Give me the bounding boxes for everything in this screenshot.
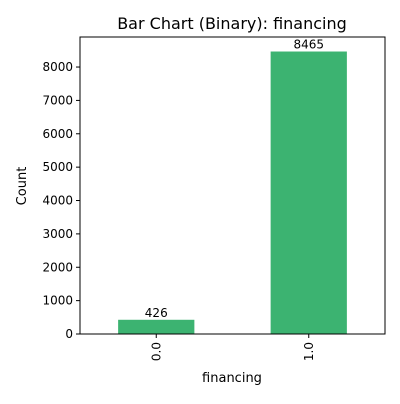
x-axis-label: financing xyxy=(202,371,262,386)
y-axis-label: Count xyxy=(15,167,30,206)
chart-title: Bar Chart (Binary): financing xyxy=(117,14,347,33)
bar-value-label-1: 8465 xyxy=(293,38,324,52)
x-tick-label-0: 0.0 xyxy=(149,342,163,361)
x-axis: 0.0 1.0 xyxy=(149,334,316,361)
y-axis: 0 1000 2000 3000 4000 5000 6000 7000 8000 xyxy=(42,60,80,341)
y-tick-label-5: 5000 xyxy=(42,160,73,174)
bar-1 xyxy=(270,51,347,334)
bars-group xyxy=(118,51,347,334)
y-tick-label-2: 2000 xyxy=(42,260,73,274)
bar-labels-group: 426 8465 xyxy=(145,38,324,320)
y-tick-label-6: 6000 xyxy=(42,127,73,141)
plot-frame xyxy=(79,36,386,335)
bar-value-label-0: 426 xyxy=(145,306,168,320)
y-tick-label-8: 8000 xyxy=(42,60,73,74)
x-tick-label-1: 1.0 xyxy=(302,342,316,361)
y-tick-label-1: 1000 xyxy=(42,294,73,308)
y-tick-label-3: 3000 xyxy=(42,227,73,241)
bar-0 xyxy=(118,319,195,334)
y-tick-label-0: 0 xyxy=(65,327,73,341)
y-tick-label-7: 7000 xyxy=(42,93,73,107)
y-tick-label-4: 4000 xyxy=(42,194,73,208)
